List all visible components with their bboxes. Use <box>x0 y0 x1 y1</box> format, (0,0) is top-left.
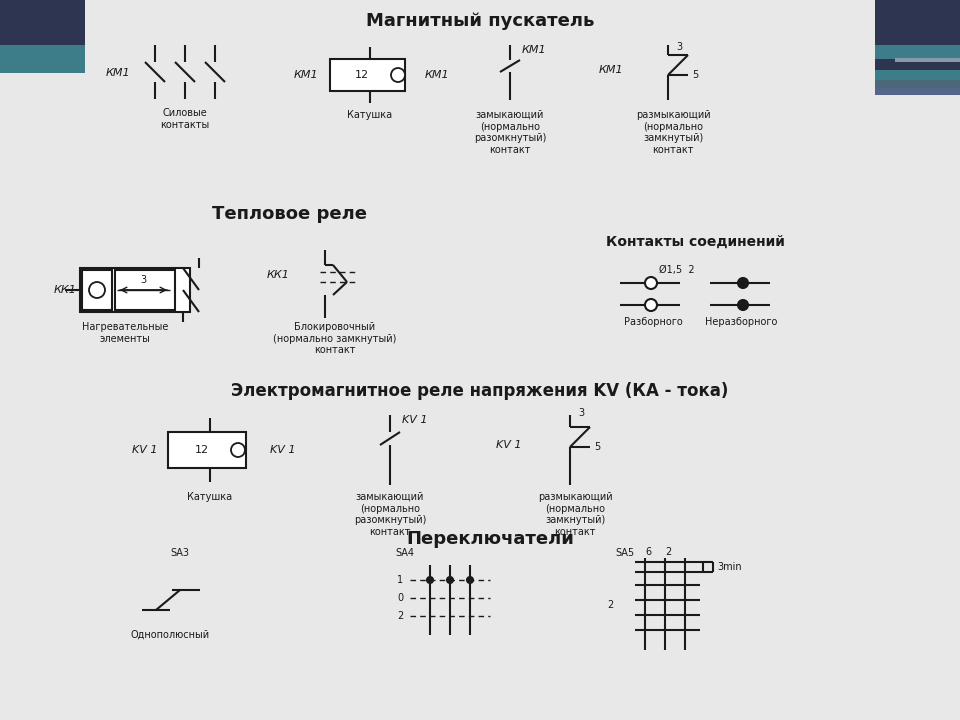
Text: SA5: SA5 <box>615 548 635 558</box>
Circle shape <box>427 577 433 583</box>
Bar <box>82 270 112 310</box>
Circle shape <box>738 278 748 288</box>
Text: Контакты соединений: Контакты соединений <box>606 235 784 249</box>
Text: замыкающий
(нормально
разомкнутый)
контакт: замыкающий (нормально разомкнутый) конта… <box>354 492 426 537</box>
Text: Нагревательные
элементы: Нагревательные элементы <box>82 322 168 343</box>
Bar <box>330 59 405 91</box>
Text: 3: 3 <box>578 408 584 418</box>
Bar <box>0 0 85 45</box>
Text: КМ1: КМ1 <box>106 68 130 78</box>
Text: Магнитный пускатель: Магнитный пускатель <box>366 12 594 30</box>
Circle shape <box>738 300 748 310</box>
Text: 2: 2 <box>607 600 613 610</box>
Circle shape <box>467 577 473 583</box>
Text: KV 1: KV 1 <box>402 415 427 425</box>
Text: 3: 3 <box>140 275 146 285</box>
Text: SA3: SA3 <box>171 548 189 558</box>
Bar <box>168 432 246 468</box>
Text: Катушка: Катушка <box>187 492 232 502</box>
Circle shape <box>391 68 405 82</box>
Bar <box>875 80 960 88</box>
Circle shape <box>89 282 105 298</box>
Text: Силовые
контакты: Силовые контакты <box>160 108 209 130</box>
Text: 2: 2 <box>665 547 671 557</box>
Circle shape <box>645 299 657 311</box>
Bar <box>895 58 960 62</box>
Bar <box>0 45 85 73</box>
Text: КМ1: КМ1 <box>522 45 546 55</box>
Text: Тепловое реле: Тепловое реле <box>212 205 368 223</box>
Bar <box>875 0 960 45</box>
Text: KV 1: KV 1 <box>270 445 296 455</box>
Text: КМ1: КМ1 <box>598 65 623 75</box>
Circle shape <box>645 277 657 289</box>
Text: КМ1: КМ1 <box>425 70 449 80</box>
Text: 1: 1 <box>396 575 403 585</box>
Bar <box>80 268 190 312</box>
Bar <box>875 88 960 95</box>
Text: 3min: 3min <box>717 562 742 572</box>
Text: 12: 12 <box>355 70 369 80</box>
Bar <box>875 70 960 80</box>
Circle shape <box>447 577 453 583</box>
Text: замыкающий
(нормально
разомкнутый)
контакт: замыкающий (нормально разомкнутый) конта… <box>474 110 546 155</box>
Text: КМ1: КМ1 <box>294 70 318 80</box>
Text: Переключатели: Переключатели <box>406 530 574 548</box>
Text: 2: 2 <box>396 611 403 621</box>
Text: Катушка: Катушка <box>348 110 393 120</box>
Text: Ø1,5  2: Ø1,5 2 <box>660 265 695 275</box>
Text: размыкающий
(нормально
замкнутый)
контакт: размыкающий (нормально замкнутый) контак… <box>636 110 710 155</box>
Text: Разборного: Разборного <box>624 317 683 327</box>
Text: 5: 5 <box>692 70 698 80</box>
Circle shape <box>231 443 245 457</box>
Text: КК1: КК1 <box>267 270 290 280</box>
Text: Неразборного: Неразборного <box>705 317 778 327</box>
Text: 0: 0 <box>396 593 403 603</box>
Text: Блокировочный
(нормально замкнутый)
контакт: Блокировочный (нормально замкнутый) конт… <box>274 322 396 355</box>
Text: Однополюсный: Однополюсный <box>131 630 209 640</box>
Text: 5: 5 <box>594 442 600 452</box>
Text: 12: 12 <box>195 445 209 455</box>
Text: Электромагнитное реле напряжения KV (КА - тока): Электромагнитное реле напряжения KV (КА … <box>231 382 729 400</box>
Text: КК1: КК1 <box>54 285 77 295</box>
Text: KV 1: KV 1 <box>496 440 522 450</box>
Bar <box>875 59 960 70</box>
Bar <box>875 45 960 59</box>
Text: 3: 3 <box>676 42 683 52</box>
Bar <box>115 270 175 310</box>
Text: SA4: SA4 <box>396 548 415 558</box>
Text: размыкающий
(нормально
замкнутый)
контакт: размыкающий (нормально замкнутый) контак… <box>538 492 612 537</box>
Text: 6: 6 <box>645 547 651 557</box>
Text: KV 1: KV 1 <box>132 445 158 455</box>
